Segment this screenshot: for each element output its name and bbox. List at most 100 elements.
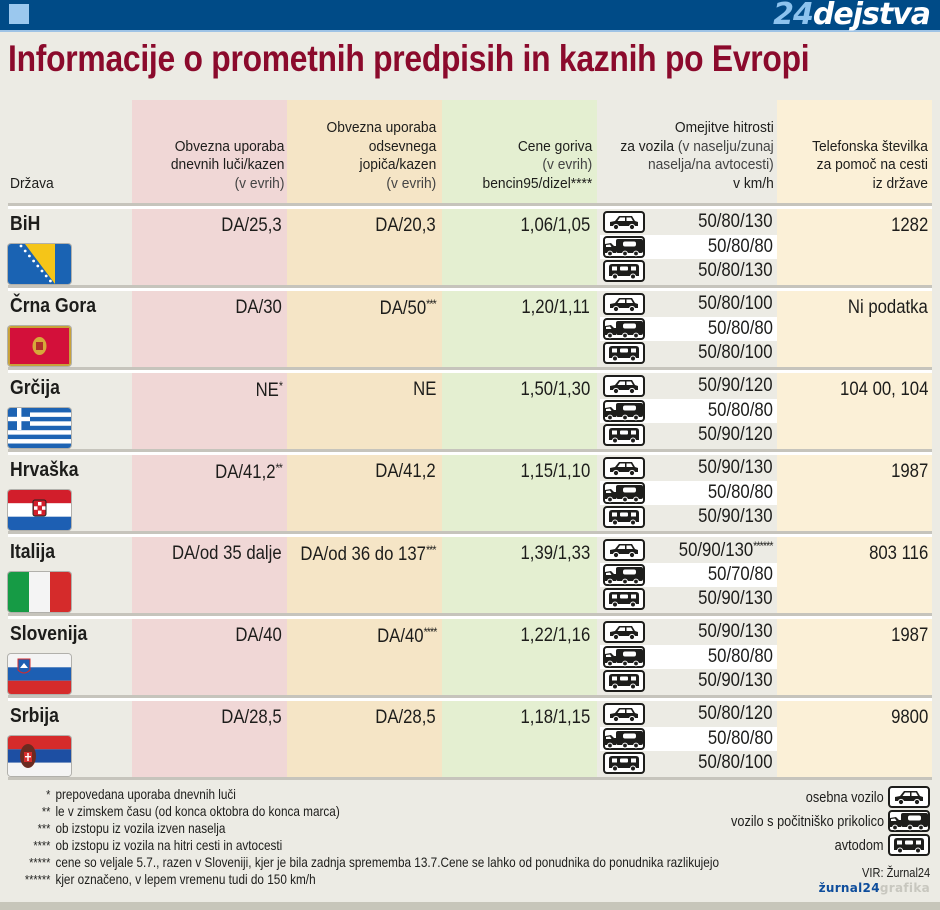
footnote: *** ob izstopu iz vozila izven naselja: [37, 820, 226, 836]
footnote: **** ob izstopu iz vozila na hitri cesti …: [33, 837, 283, 853]
table-row: Grčija NE* NE 1,50/1,30 50/90/120 50/80/…: [0, 373, 940, 455]
speed-motorhome: 50/90/130: [600, 587, 777, 612]
car-icon: [888, 786, 930, 808]
lights-value: DA/40: [235, 625, 282, 646]
vest-value: DA/od 36 do 137***: [300, 543, 437, 565]
row-divider: [8, 777, 932, 780]
speed-car-value: 50/90/130******: [679, 539, 774, 561]
caravan-icon: [603, 482, 645, 504]
row-gap: [8, 616, 932, 619]
speed-motorhome: 50/90/130: [600, 505, 777, 530]
car-icon: [603, 293, 645, 315]
legend-car: osebna vozilo: [792, 786, 930, 808]
row-gap: [8, 698, 932, 701]
country-name: Grčija: [10, 377, 60, 399]
speed-car-value: 50/90/130: [698, 621, 773, 642]
vest-value: DA/40****: [376, 625, 437, 647]
speed-caravan: 50/80/80: [600, 234, 777, 259]
caravan-icon: [603, 564, 645, 586]
page-title: Informacije o prometnih predpisih in kaz…: [8, 38, 810, 79]
speed-car-value: 50/80/130: [698, 211, 773, 232]
caravan-icon: [888, 810, 930, 832]
vest-value: DA/41,2: [375, 461, 436, 482]
table-header: Država Obvezna uporaba dnevnih luči/kazen…: [0, 100, 940, 203]
vest-value: DA/28,5: [375, 707, 436, 728]
speed-motorhome-value: 50/90/130: [698, 506, 773, 527]
speed-caravan: 50/80/80: [600, 644, 777, 669]
car-icon: [603, 211, 645, 233]
car-icon: [603, 375, 645, 397]
motorhome-icon: [603, 342, 645, 364]
speed-motorhome: 50/80/100: [600, 341, 777, 366]
row-divider: [8, 531, 932, 534]
header-vest: Obvezna uporaba odsevnega jopiča/kazen (v e…: [326, 119, 436, 192]
speed-car: 50/90/130: [600, 620, 777, 645]
bottom-bar: [0, 902, 940, 910]
table-row: Hrvaška DA/41,2** DA/41,2 1,15/1,10 50/9…: [0, 455, 940, 537]
motorhome-icon: [603, 588, 645, 610]
motorhome-icon: [603, 670, 645, 692]
speed-car: 50/80/130: [600, 210, 777, 235]
lights-value: DA/41,2**: [215, 461, 283, 483]
flag-croatia-icon: [8, 490, 71, 530]
motorhome-icon: [888, 834, 930, 856]
header-speed: Omejitve hitrosti za vozila (v naselju/zu…: [620, 119, 774, 192]
row-divider: [8, 285, 932, 288]
row-divider: [8, 449, 932, 452]
speed-motorhome-value: 50/80/130: [698, 260, 773, 281]
footnote: * prepovedana uporaba dnevnih luči: [46, 786, 236, 802]
speed-car: 50/90/130******: [600, 538, 777, 563]
speed-car: 50/90/120: [600, 374, 777, 399]
caravan-icon: [603, 400, 645, 422]
speed-caravan-value: 50/70/80: [707, 563, 773, 585]
speed-caravan-value: 50/80/80: [707, 727, 773, 749]
row-gap: [8, 370, 932, 373]
speed-caravan: 50/80/80: [600, 480, 777, 505]
lights-value: DA/od 35 dalje: [172, 543, 282, 564]
source-label: VIR: Žurnal24: [861, 865, 930, 880]
flag-greece-icon: [8, 408, 71, 448]
row-divider: [8, 203, 932, 206]
footnote: ** le v zimskem času (od konca oktobra do…: [41, 803, 340, 819]
car-icon: [603, 539, 645, 561]
speed-caravan-value: 50/80/80: [707, 481, 773, 503]
motorhome-icon: [603, 752, 645, 774]
caravan-icon: [603, 728, 645, 750]
header-country: Država: [10, 174, 54, 192]
motorhome-icon: [603, 260, 645, 282]
lights-value: DA/25,3: [221, 215, 282, 236]
legend-motorhome: avtodom: [826, 834, 930, 856]
speed-car-value: 50/80/100: [698, 293, 773, 314]
speed-motorhome-value: 50/80/100: [698, 752, 773, 773]
lights-column-bg: [132, 100, 287, 780]
speed-caravan: 50/80/80: [600, 316, 777, 341]
row-gap: [8, 452, 932, 455]
header-fuel: Cene goriva (v evrih) bencin95/dizel****: [482, 137, 592, 192]
row-gap: [8, 288, 932, 291]
fuel-value: 1,39/1,33: [520, 543, 590, 564]
flag-serbia-icon: [8, 736, 71, 776]
table-row: Črna Gora DA/30 DA/50*** 1,20/1,11 50/80…: [0, 291, 940, 373]
flag-montenegro-icon: [8, 326, 71, 366]
table-row: Italija DA/od 35 dalje DA/od 36 do 137**…: [0, 537, 940, 619]
speed-caravan-value: 50/80/80: [707, 399, 773, 421]
caravan-icon: [603, 318, 645, 340]
country-name: Črna Gora: [10, 295, 97, 317]
footnote: ***** cene so veljale 5.7., razen v Slove…: [29, 854, 719, 870]
row-gap: [8, 534, 932, 537]
country-name: Italija: [10, 541, 56, 563]
speed-caravan: 50/70/80: [600, 562, 777, 587]
speed-motorhome: 50/90/120: [600, 423, 777, 448]
phone-value: 1987: [890, 625, 928, 646]
table-row: BiH DA/25,3 DA/20,3 1,06/1,05 50/80/130 …: [0, 209, 940, 291]
row-divider: [8, 367, 932, 370]
caravan-icon: [603, 236, 645, 258]
speed-motorhome-value: 50/80/100: [698, 342, 773, 363]
car-icon: [603, 703, 645, 725]
fuel-value: 1,20/1,11: [521, 297, 590, 318]
caravan-icon: [603, 646, 645, 668]
phone-value: 104 00, 104: [839, 379, 928, 400]
row-divider: [8, 613, 932, 616]
speed-motorhome: 50/80/130: [600, 259, 777, 284]
motorhome-icon: [603, 506, 645, 528]
